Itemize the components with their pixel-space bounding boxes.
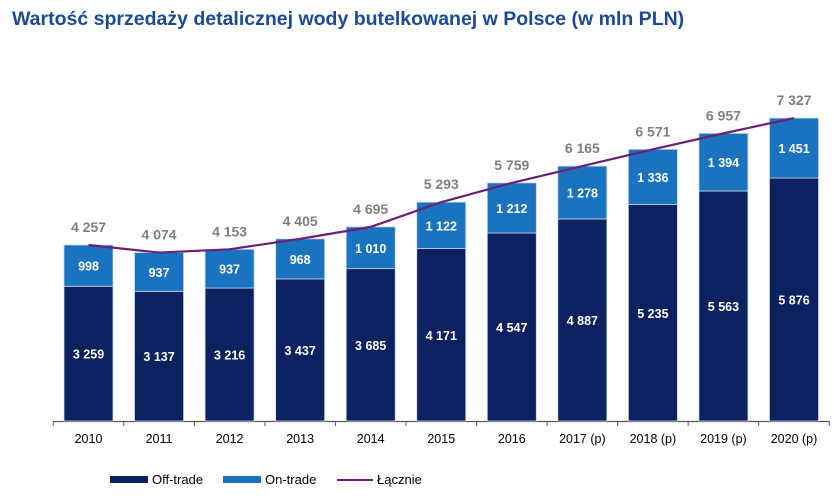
data-label-off-trade: 3 685 [355,339,386,353]
line-total [88,116,795,254]
bar-off-trade [769,177,819,422]
legend-item-on-trade: On-trade [223,472,316,487]
data-label-on-trade: 1 212 [496,202,527,216]
data-label-off-trade: 4 547 [496,321,527,335]
bar-off-trade [698,190,749,422]
bar-on-trade [204,248,255,289]
data-label-off-trade: 5 563 [708,300,739,314]
data-label-on-trade: 937 [149,266,170,280]
chart-title: Wartość sprzedaży detalicznej wody butel… [12,8,685,30]
bar-off-trade [134,290,184,422]
x-tick-label: 2014 [357,432,385,446]
x-tick-label: 2019 (p) [700,432,747,446]
data-label-off-trade: 5 235 [637,307,668,321]
bar-off-trade [63,285,114,422]
legend-label: Łącznie [377,472,422,487]
legend-item-off-trade: Off-trade [110,472,203,487]
x-tick-label: 2015 [427,432,455,446]
data-label-total: 6 165 [565,140,600,156]
bar-off-trade [416,248,467,422]
x-tick-label: 2013 [286,432,314,446]
x-tick-label: 2020 (p) [771,432,818,446]
data-label-total: 4 695 [353,201,388,217]
legend-label: On-trade [265,472,317,487]
data-label-off-trade: 4 171 [426,329,457,343]
legend-label: Off-trade [152,472,204,487]
x-tick-label: 2016 [498,432,526,446]
data-label-on-trade: 1 122 [426,219,457,233]
bar-on-trade [486,182,537,234]
x-tick-label: 2012 [216,432,244,446]
legend-line-total [337,478,373,481]
legend-swatch-off-trade [110,476,148,483]
bar-off-trade [486,232,537,422]
bar-off-trade [275,278,326,422]
bar-on-trade [345,226,396,270]
legend-swatch-on-trade [223,476,261,483]
data-label-on-trade: 1 451 [778,142,809,156]
data-label-on-trade: 1 010 [355,242,386,256]
data-label-total: 6 571 [635,123,670,139]
bar-off-trade [345,268,396,422]
bar-on-trade [416,201,467,249]
data-label-on-trade: 1 336 [637,171,668,185]
data-label-off-trade: 3 137 [143,350,174,364]
data-label-total: 6 957 [706,107,741,123]
data-label-off-trade: 4 887 [567,314,598,328]
data-label-total: 7 327 [776,92,811,108]
data-label-on-trade: 937 [219,263,240,277]
x-tick-label: 2017 (p) [559,432,606,446]
data-label-on-trade: 1 278 [567,187,598,201]
bar-off-trade [557,218,608,422]
bar-off-trade [204,287,255,422]
data-label-off-trade: 3 437 [285,344,316,358]
bar-on-trade [275,238,326,280]
data-label-total: 4 153 [212,223,247,239]
bar-on-trade [628,148,678,205]
x-tick-label: 2018 (p) [630,432,677,446]
x-tick-label: 2010 [75,432,103,446]
data-label-total: 4 074 [142,227,177,243]
data-label-total: 5 759 [494,157,529,173]
data-label-total: 4 257 [71,219,106,235]
data-label-on-trade: 998 [78,260,99,274]
data-label-on-trade: 968 [290,253,311,267]
data-label-total: 4 405 [283,213,318,229]
data-label-off-trade: 5 876 [778,294,809,308]
data-label-total: 5 293 [424,176,459,192]
data-label-on-trade: 1 394 [708,156,739,170]
bar-off-trade [628,204,678,422]
bar-on-trade [134,252,184,292]
x-tick-label: 2011 [146,432,173,446]
data-label-off-trade: 3 259 [73,348,104,362]
data-label-off-trade: 3 216 [214,349,245,363]
bar-on-trade [698,132,749,192]
legend-item-total: Łącznie [337,472,422,487]
